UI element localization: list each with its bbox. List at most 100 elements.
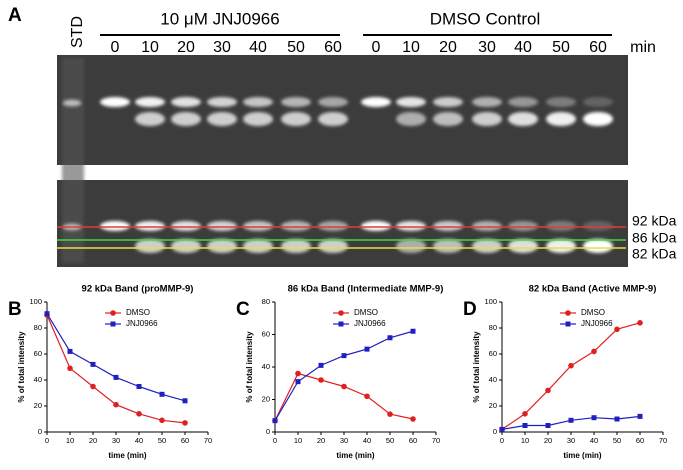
time-label: 40 (249, 39, 267, 56)
gel-band (171, 221, 201, 231)
legend-marker (110, 310, 116, 316)
gel-band (396, 239, 426, 253)
panel-label: B (8, 299, 22, 320)
gel-band (318, 221, 348, 231)
x-tick-label: 60 (636, 436, 644, 445)
unit-label: min (630, 39, 656, 56)
gel-band (508, 239, 538, 253)
y-tick-label: 20 (34, 401, 42, 410)
x-tick-label: 10 (294, 436, 302, 445)
point (545, 387, 551, 394)
point (67, 365, 73, 372)
point (591, 348, 597, 355)
point (568, 417, 574, 423)
time-label: 50 (552, 39, 570, 56)
x-tick-label: 40 (135, 436, 143, 445)
series-line (46, 313, 186, 402)
chart-title: 82 kDa Band (Active MMP-9) (529, 284, 657, 295)
time-label: 10 (141, 39, 159, 56)
point (295, 379, 301, 385)
x-tick-label: 10 (66, 436, 74, 445)
point (522, 411, 528, 417)
gel-band (318, 239, 348, 253)
point (318, 377, 324, 383)
legend-label: JNJ0966 (354, 319, 386, 328)
y-tick-label: 20 (262, 394, 270, 403)
gel-band (63, 100, 81, 106)
point (113, 374, 119, 380)
time-label: 0 (111, 39, 120, 56)
std-label: STD (69, 16, 86, 48)
gel-band (583, 112, 613, 126)
x-tick-label: 20 (89, 436, 97, 445)
y-tick-label: 80 (262, 297, 270, 306)
point (295, 370, 301, 377)
gel-band (243, 239, 273, 253)
point (387, 335, 393, 341)
y-tick-label: 100 (484, 297, 497, 306)
legend-label: JNJ0966 (581, 319, 613, 328)
gel-band (171, 112, 201, 126)
x-tick-label: 0 (500, 436, 504, 445)
legend-marker (338, 321, 344, 327)
legend-label: DMSO (354, 308, 378, 317)
point (637, 320, 643, 326)
x-tick-label: 70 (204, 436, 212, 445)
point (614, 416, 620, 422)
point (341, 383, 347, 390)
series-line (274, 330, 414, 421)
legend-marker (338, 310, 344, 316)
point (90, 383, 96, 390)
gel-band (207, 221, 237, 231)
gel-band (207, 112, 237, 126)
gel-band (171, 239, 201, 253)
gel-band (472, 112, 502, 126)
y-axis-label: % of total intensity (245, 331, 254, 403)
point (159, 391, 165, 397)
gel-band (396, 97, 426, 107)
x-tick-label: 30 (112, 436, 120, 445)
x-tick-label: 40 (363, 436, 371, 445)
panel-label: C (236, 299, 250, 320)
y-axis-label: % of total intensity (17, 331, 26, 403)
gel-band (546, 221, 576, 231)
point (44, 311, 50, 317)
gel-band (135, 97, 165, 107)
gel-top (57, 55, 628, 165)
gel-band (546, 97, 576, 107)
y-tick-label: 20 (489, 401, 497, 410)
gel-band (508, 97, 538, 107)
gel-band (472, 97, 502, 107)
gel-band (243, 112, 273, 126)
gel-band (546, 112, 576, 126)
x-tick-label: 60 (409, 436, 417, 445)
gel-band (207, 239, 237, 253)
x-tick-label: 50 (386, 436, 394, 445)
gel-band (243, 97, 273, 107)
point (591, 415, 597, 421)
gel-band (135, 112, 165, 126)
point (522, 423, 528, 428)
x-axis-label: time (min) (336, 451, 375, 460)
gel-band (100, 221, 130, 231)
gel-band (361, 97, 391, 107)
point (159, 417, 165, 424)
gel-band (243, 221, 273, 231)
chart-title: 86 kDa Band (Intermediate MMP-9) (288, 284, 444, 295)
gel-band (433, 97, 463, 107)
gel-band (396, 221, 426, 231)
gel-band (361, 221, 391, 231)
std-lane (62, 58, 84, 263)
x-tick-label: 50 (613, 436, 621, 445)
legend-label: DMSO (581, 308, 605, 317)
gel-band (508, 112, 538, 126)
y-tick-label: 80 (34, 323, 42, 332)
y-tick-label: 60 (262, 329, 270, 338)
x-tick-label: 20 (317, 436, 325, 445)
x-tick-label: 30 (340, 436, 348, 445)
y-tick-label: 100 (29, 297, 42, 306)
gel-band (281, 112, 311, 126)
marker-label: 86 kDa (632, 230, 677, 246)
x-tick-label: 40 (590, 436, 598, 445)
gel-band (171, 97, 201, 107)
